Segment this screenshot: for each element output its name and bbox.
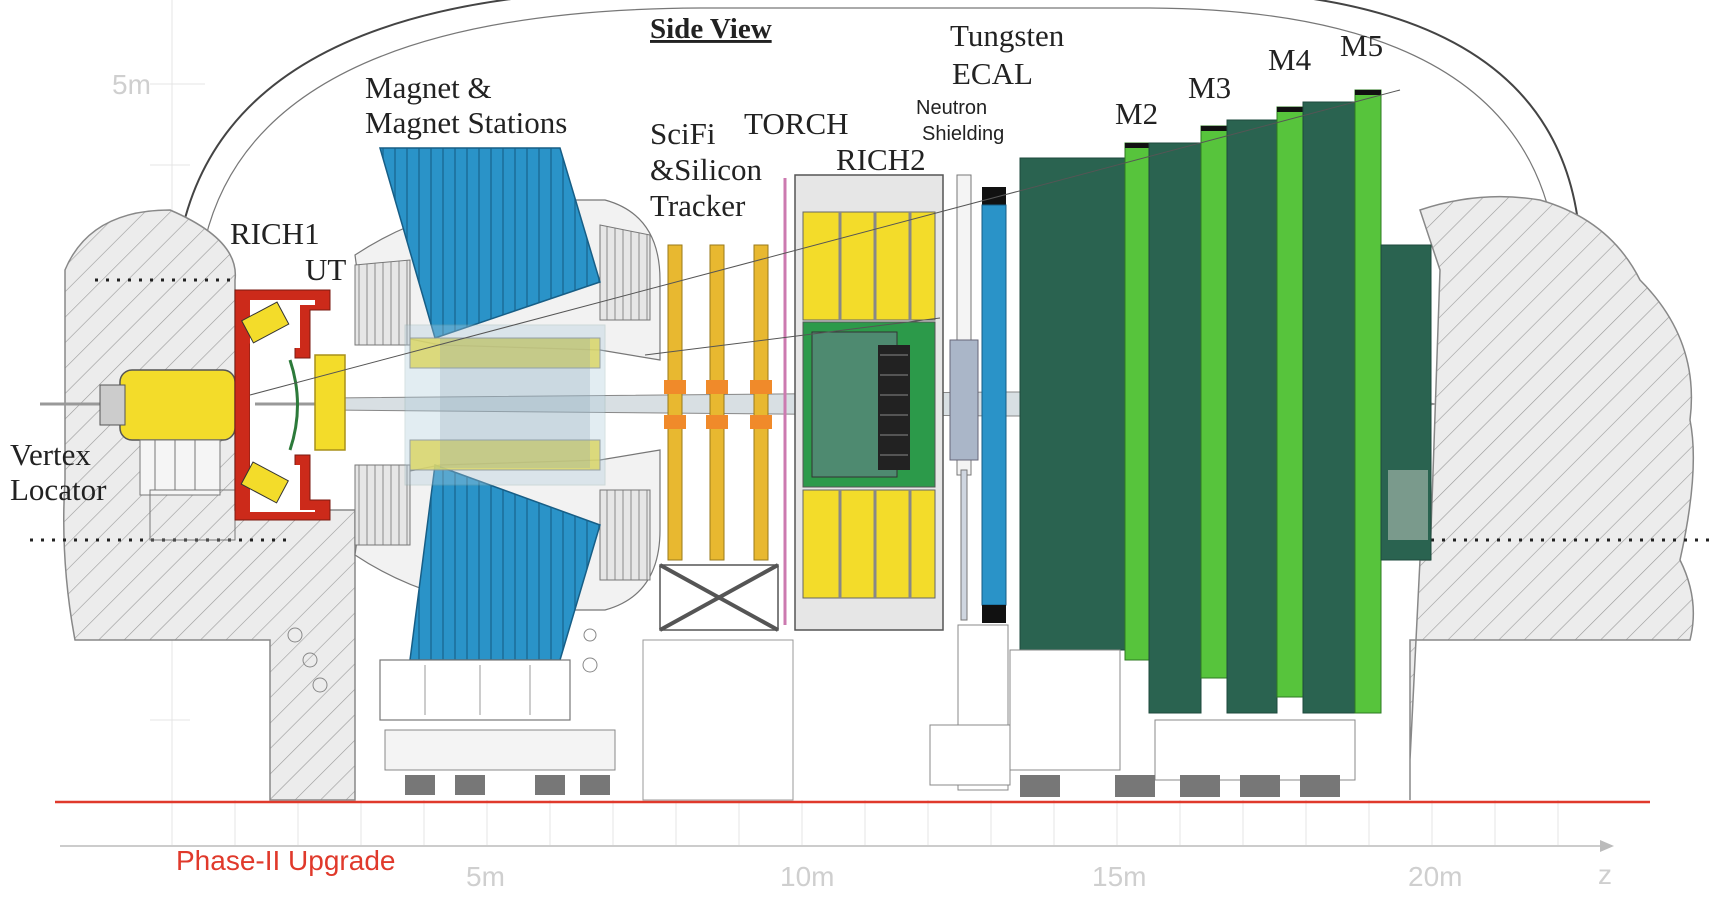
label-vertex-line2: Locator — [10, 472, 107, 507]
label-m4: M4 — [1268, 42, 1312, 77]
x-tick-10m: 10m — [780, 861, 834, 892]
x-axis-label-z: z — [1598, 859, 1612, 890]
y-tick-5m: 5m — [112, 69, 151, 100]
ut-detector — [314, 354, 346, 451]
title-side-view: Side View — [650, 13, 772, 45]
scifi-silicon-tracker — [642, 244, 794, 801]
label-scifi-line3: Tracker — [650, 188, 746, 223]
x-tick-15m: 15m — [1092, 861, 1146, 892]
left-cavern-wall — [63, 209, 356, 801]
label-ecal-line2: ECAL — [952, 56, 1033, 91]
x-tick-20m: 20m — [1408, 861, 1462, 892]
label-rich2: RICH2 — [836, 142, 926, 177]
label-torch: TORCH — [744, 106, 849, 141]
label-rich1: RICH1 — [230, 216, 320, 251]
magnet-upper-coil — [379, 147, 601, 339]
label-magnet-line1: Magnet & — [365, 70, 492, 105]
label-ut: UT — [305, 252, 346, 287]
label-m2: M2 — [1115, 96, 1158, 131]
label-vertex-line1: Vertex — [10, 437, 91, 472]
label-magnet-line2: Magnet Stations — [365, 105, 567, 140]
right-cavern-wall — [1409, 195, 1695, 800]
x-tick-5m: 5m — [466, 861, 505, 892]
neutron-shielding — [949, 174, 979, 621]
magnet — [287, 147, 661, 795]
phase-ii-upgrade-label: Phase-II Upgrade — [176, 845, 395, 876]
tungsten-ecal — [929, 187, 1011, 791]
cavern-arc — [179, 0, 1581, 241]
label-m5: M5 — [1340, 28, 1383, 63]
rich1-detector — [234, 289, 331, 521]
label-ecal-line1: Tungsten — [950, 18, 1065, 53]
label-neutron-line1: Neutron — [916, 97, 987, 119]
vertex-locator — [99, 369, 236, 541]
muon-stations — [1009, 89, 1432, 797]
label-m3: M3 — [1188, 70, 1231, 105]
label-scifi-line2: &Silicon — [650, 152, 762, 187]
rich2-detector — [794, 174, 944, 631]
label-neutron-line2: Shielding — [922, 123, 1004, 145]
label-scifi-line1: SciFi — [650, 116, 716, 151]
background-grid — [150, 0, 1559, 845]
